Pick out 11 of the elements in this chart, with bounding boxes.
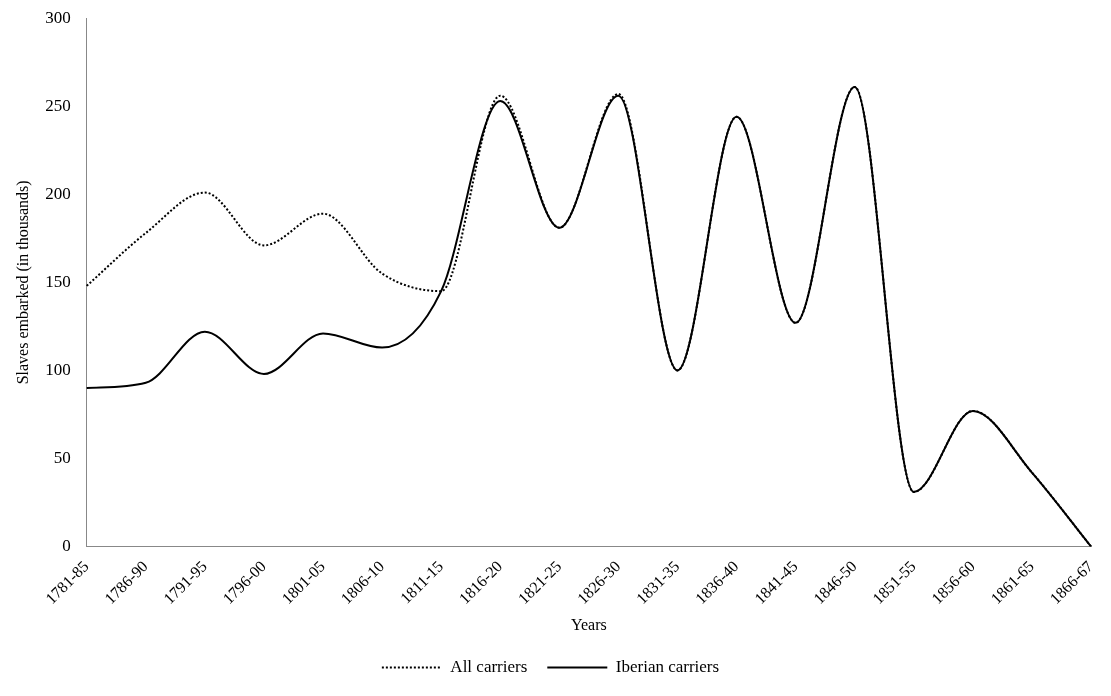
x-axis-title: Years: [570, 615, 607, 633]
y-tick-label: 200: [45, 183, 71, 203]
y-tick-label: 300: [45, 7, 71, 27]
y-tick-label: 100: [45, 359, 71, 379]
legend-label: Iberian carriers: [615, 656, 720, 676]
y-tick-label: 150: [45, 271, 71, 291]
y-axis-title: Slaves embarked (in thousands): [13, 180, 32, 385]
y-tick-label: 250: [45, 95, 71, 115]
y-tick-label: 50: [53, 447, 71, 467]
y-tick-label: 0: [62, 535, 71, 555]
legend-label: All carriers: [450, 656, 528, 676]
